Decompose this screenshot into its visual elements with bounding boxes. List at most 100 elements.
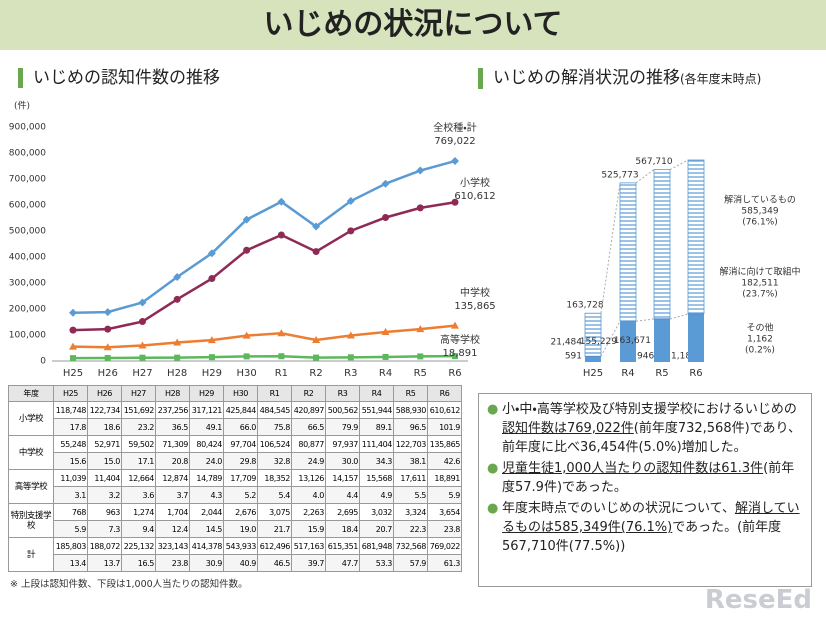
count-cell: 615,351 xyxy=(325,537,360,555)
rate-cell: 9.4 xyxy=(121,520,156,538)
count-cell: 122,703 xyxy=(393,435,428,453)
marker xyxy=(451,157,459,166)
rate-row: 13.4 13.7 16.5 23.8 30.9 40.9 46.5 39.7 47.7 53.3… xyxy=(9,554,462,572)
header-cell: R3 xyxy=(325,385,360,402)
header-cell: H30 xyxy=(223,385,258,402)
rate-cell: 61.3 xyxy=(427,554,462,572)
marker xyxy=(207,336,216,344)
count-row: 中学校 55,248 52,971 59,502 71,309 80,424 97,704 1… xyxy=(8,435,462,470)
x-tick-label: H26 xyxy=(98,368,118,379)
value-label: 155,229 xyxy=(580,337,617,347)
value-label: 946 xyxy=(637,352,654,362)
marker xyxy=(69,326,77,334)
rate-cell: 20.7 xyxy=(359,520,394,538)
data-table: 年度 H25 H26 H27 H28 H29 H30 R1 R2 R3 R4 R5 R6 小学校 118,7… xyxy=(8,385,462,572)
count-cell: 517,163 xyxy=(291,537,326,555)
annotation-share: (76.1%) xyxy=(742,218,778,228)
line xyxy=(72,159,456,314)
rate-cell: 5.2 xyxy=(223,486,258,504)
marker xyxy=(381,179,390,188)
value-label: 163,671 xyxy=(614,336,651,346)
header-cell: R6 xyxy=(427,385,462,402)
rate-row: 5.9 7.3 9.4 12.4 14.5 19.0 21.7 15.9 18.4 20.7 22.… xyxy=(9,520,462,538)
connector xyxy=(600,320,621,357)
header-cell: H26 xyxy=(87,385,122,402)
section-heading: いじめの解消状況の推移(各年度末時点) xyxy=(478,68,761,89)
bar-segment xyxy=(654,319,670,362)
count-cell: 732,568 xyxy=(393,537,428,555)
count-cell: 80,424 xyxy=(189,435,224,453)
series-label: 中学校 xyxy=(460,286,490,299)
count-row: 高等学校 11,039 11,404 12,664 12,874 14,789 17,709… xyxy=(8,469,462,504)
count-cell: 2,676 xyxy=(223,503,258,521)
rate-cell: 89.1 xyxy=(359,418,394,436)
count-cell: 681,948 xyxy=(359,537,394,555)
end-value-label: 610,612 xyxy=(454,191,495,202)
bar-segment xyxy=(688,314,704,362)
title: いじめの状況について xyxy=(0,0,826,50)
rate-cell: 40.9 xyxy=(223,554,258,572)
marker xyxy=(347,354,354,361)
rate-cell: 29.8 xyxy=(223,452,258,470)
rate-cell: 30.9 xyxy=(189,554,224,572)
count-cell: 551,944 xyxy=(359,401,394,419)
rate-cell: 23.8 xyxy=(427,520,462,538)
y-tick-label: 700,000 xyxy=(9,175,46,185)
value-label: 1,187 xyxy=(671,352,697,362)
marker xyxy=(277,329,286,337)
y-tick-label: 200,000 xyxy=(9,305,46,315)
marker xyxy=(138,318,146,326)
count-cell: 188,072 xyxy=(87,537,122,555)
marker xyxy=(104,355,111,362)
x-tick-label: H30 xyxy=(237,368,257,379)
bullet-text: 解消しているものは585,349件(76.1%) xyxy=(502,501,800,535)
x-tick-label: R3 xyxy=(344,368,357,379)
header-cell: R1 xyxy=(257,385,292,402)
marker xyxy=(346,331,355,339)
x-tick-label: H25 xyxy=(63,368,83,379)
y-tick-label: 0 xyxy=(40,357,46,367)
annotation-name: 解消に向けて取組中 xyxy=(719,266,800,278)
row-label: 中学校 xyxy=(8,435,54,470)
rate-cell: 42.6 xyxy=(427,452,462,470)
marker xyxy=(138,341,147,349)
x-tick-label: R6 xyxy=(689,368,702,379)
count-cell: 122,734 xyxy=(87,401,122,419)
heading-text: いじめの認知件数の推移 xyxy=(33,68,220,88)
count-cell: 1,704 xyxy=(155,503,190,521)
x-tick-label: H29 xyxy=(202,368,222,379)
rate-cell: 5.9 xyxy=(53,520,88,538)
marker xyxy=(382,353,389,360)
bullet-text: 小・中・高等学校及び特別支援学校におけるいじめの xyxy=(502,402,797,417)
marker xyxy=(139,354,146,361)
count-cell: 317,121 xyxy=(189,401,224,419)
connector xyxy=(669,159,689,171)
rate-cell: 24.9 xyxy=(291,452,326,470)
marker xyxy=(277,231,285,239)
marker xyxy=(173,272,182,281)
rate-cell: 16.5 xyxy=(121,554,156,572)
bar-segment xyxy=(620,321,636,362)
count-cell: 768 xyxy=(53,503,88,521)
rate-cell: 15.9 xyxy=(291,520,326,538)
count-cell: 12,664 xyxy=(121,469,156,487)
value-label: 567,710 xyxy=(635,157,672,167)
marker xyxy=(416,204,424,212)
value-label: 163,728 xyxy=(566,301,603,311)
y-tick-label: 900,000 xyxy=(9,123,46,133)
rate-cell: 13.7 xyxy=(87,554,122,572)
count-cell: 14,789 xyxy=(189,469,224,487)
marker xyxy=(312,222,321,231)
series-label: 小学校 xyxy=(460,176,490,189)
x-tick-label: R4 xyxy=(379,368,392,379)
rate-cell: 53.3 xyxy=(359,554,394,572)
rate-cell: 39.7 xyxy=(291,554,326,572)
value-label: 21,484 xyxy=(551,338,583,348)
rate-cell: 5.4 xyxy=(257,486,292,504)
line xyxy=(72,354,456,360)
rate-cell: 4.0 xyxy=(291,486,326,504)
rate-row: 3.1 3.2 3.6 3.7 4.3 5.2 5.4 4.0 4.4 4.9 5.5 5.9 xyxy=(9,486,462,504)
value-label: 525,773 xyxy=(601,170,638,180)
annotation-name: 解消しているもの xyxy=(724,194,796,206)
rate-cell: 5.5 xyxy=(393,486,428,504)
